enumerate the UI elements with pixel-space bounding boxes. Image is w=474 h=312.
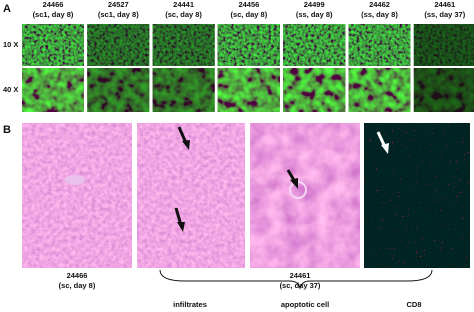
caption: apoptotic cell	[281, 300, 329, 309]
column-condition: (sc1, day 8)	[98, 10, 139, 19]
column-condition: (sc1, day 8)	[33, 10, 74, 19]
micrograph	[87, 24, 150, 66]
column-id: 24456	[238, 0, 259, 9]
micrograph	[217, 24, 280, 66]
brace	[159, 269, 433, 290]
micrograph	[87, 68, 150, 112]
micrograph	[152, 68, 215, 112]
column-id: 24527	[108, 0, 129, 9]
sample-condition: (sc, day 8)	[59, 281, 96, 290]
micrograph	[283, 68, 346, 112]
caption: CD8	[406, 300, 421, 309]
micrograph	[413, 68, 474, 112]
micrograph	[217, 68, 280, 112]
row-label: 10 X	[3, 40, 18, 49]
column-id: 24466	[43, 0, 64, 9]
sample-id: 24466	[67, 271, 88, 280]
micrograph	[348, 24, 411, 66]
column-condition: (ss, day 8)	[361, 10, 398, 19]
micrograph	[413, 24, 474, 66]
arrows	[174, 126, 389, 232]
column-condition: (sc, day 8)	[231, 10, 268, 19]
micrograph	[283, 24, 346, 66]
column-condition: (sc, day 8)	[165, 10, 202, 19]
caption: infiltrates	[173, 300, 207, 309]
cd8-image	[364, 123, 470, 268]
column-id: 24441	[173, 0, 194, 9]
micrograph	[22, 24, 84, 66]
column-id: 24462	[369, 0, 390, 9]
he-image	[137, 123, 245, 268]
sample-id: 24461	[290, 271, 311, 280]
sample-condition: (sc, day 37)	[280, 281, 321, 290]
he-image	[22, 123, 132, 268]
panel-label: B	[3, 124, 11, 136]
column-condition: (ss, day 37)	[424, 10, 465, 19]
micrograph	[152, 24, 215, 66]
panel-label: A	[3, 3, 11, 15]
vessel	[65, 175, 85, 185]
column-id: 24499	[304, 0, 325, 9]
micrograph	[348, 68, 411, 112]
column-condition: (ss, day 8)	[296, 10, 333, 19]
row-label: 40 X	[3, 85, 18, 94]
micrograph	[22, 68, 84, 112]
column-id: 24461	[434, 0, 455, 9]
